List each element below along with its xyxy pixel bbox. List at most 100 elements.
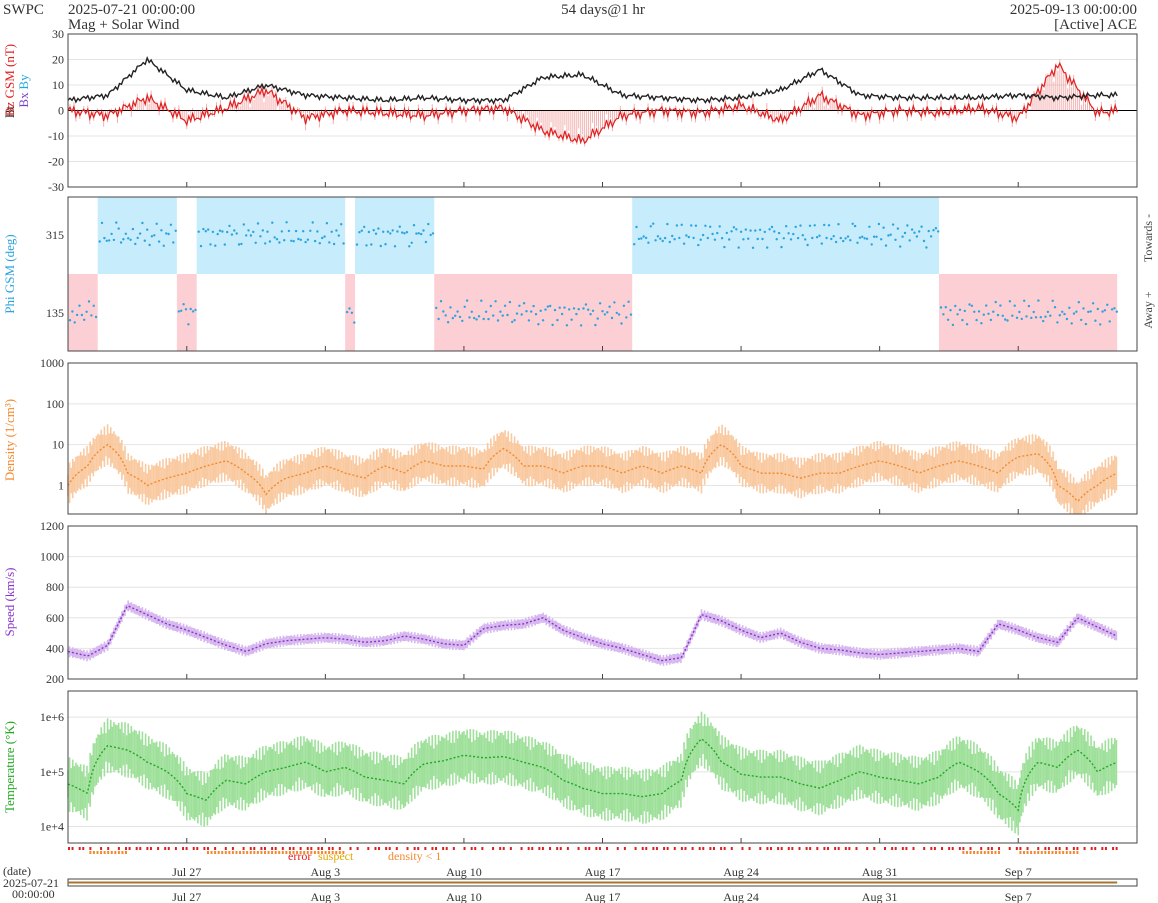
error-flag	[912, 847, 915, 850]
phi-point	[328, 241, 331, 244]
phi-point	[264, 242, 267, 245]
phi-point	[468, 316, 471, 319]
error-flag	[1090, 847, 1093, 850]
phi-point	[427, 222, 430, 226]
phi-point	[417, 232, 420, 235]
density-flag	[285, 851, 288, 854]
phi-point	[266, 230, 269, 233]
error-flag	[901, 847, 904, 850]
bt-axis-label: Bt	[2, 105, 17, 118]
density-flag	[342, 851, 345, 854]
error-flag	[844, 847, 847, 850]
phi-point	[608, 305, 611, 308]
density-flag	[110, 851, 113, 854]
phi-point	[254, 241, 257, 244]
phi-point	[275, 238, 279, 241]
error-flag	[666, 847, 669, 850]
phi-point	[792, 232, 795, 236]
phi-point	[337, 234, 340, 237]
phi-point	[367, 230, 371, 234]
error-flag	[559, 847, 562, 850]
error-flag	[905, 847, 908, 850]
density-flag	[292, 851, 295, 854]
phi-point	[846, 235, 850, 238]
phi-point	[313, 239, 317, 243]
density-flag	[125, 851, 128, 854]
error-flag	[139, 847, 142, 850]
phi-point	[825, 236, 828, 240]
phi-point	[954, 304, 957, 308]
phi-point	[228, 224, 231, 228]
error-flag	[502, 847, 505, 850]
density-flag	[242, 851, 245, 854]
phi-point	[332, 242, 336, 246]
phi-point	[1051, 299, 1054, 302]
phi-point	[1058, 314, 1062, 317]
phi-point	[110, 232, 113, 236]
phi-point	[652, 222, 655, 225]
error-flag	[855, 847, 858, 850]
phi-point	[699, 238, 702, 241]
phi-point	[1103, 309, 1107, 312]
error-flag	[1058, 847, 1061, 850]
error-flag	[652, 847, 655, 850]
phi-point	[1006, 319, 1009, 322]
density-flag	[1055, 851, 1058, 854]
error-flag	[1083, 847, 1086, 850]
phi-point	[1087, 310, 1090, 314]
temperature-tick-label: 1e+6	[40, 710, 64, 724]
phi-point	[518, 304, 521, 307]
phi-point	[766, 246, 769, 249]
phi-point	[377, 227, 380, 230]
error-flag	[1115, 847, 1118, 850]
phi-point	[937, 230, 940, 233]
phi-point	[668, 240, 671, 244]
phi-point	[894, 238, 897, 241]
phi-point	[1115, 310, 1119, 313]
phi-point	[1065, 317, 1069, 321]
phi-point	[903, 231, 907, 235]
density-flag	[221, 851, 224, 854]
by-axis-label: By	[16, 74, 31, 90]
phi-point	[278, 241, 281, 244]
phi-point	[633, 243, 636, 246]
phi-point	[620, 322, 623, 325]
phi-point	[1080, 318, 1083, 322]
error-flag	[128, 847, 131, 850]
error-flag	[809, 847, 812, 850]
phi-point	[796, 236, 800, 240]
density-flag	[263, 851, 266, 854]
error-flag	[1065, 847, 1068, 850]
error-flag	[442, 847, 445, 850]
density-flag	[121, 851, 124, 854]
phi-point	[958, 308, 962, 311]
phi-point	[591, 309, 595, 312]
density-tick-label: 10	[52, 438, 64, 452]
phi-point	[685, 234, 688, 237]
phi-point	[1077, 301, 1081, 304]
density-flag	[303, 851, 306, 854]
density-flag	[324, 851, 327, 854]
phi-point	[872, 235, 876, 238]
speed-tick-label: 600	[46, 611, 64, 625]
mag-tick-label: 10	[52, 78, 64, 92]
phi-point	[435, 306, 438, 310]
phi-point	[230, 233, 234, 236]
error-flag	[481, 847, 484, 850]
phi-axis-label: Phi GSM (deg)	[2, 234, 17, 313]
density-flag	[1033, 851, 1036, 854]
phi-point	[942, 313, 945, 316]
error-flag	[253, 847, 256, 850]
phi-point	[242, 223, 245, 226]
phi-point	[994, 300, 997, 304]
phi-point	[412, 224, 416, 227]
phi-point	[393, 245, 397, 248]
density-flag	[1047, 851, 1050, 854]
phi-point	[105, 239, 109, 242]
phi-point	[1034, 316, 1038, 319]
phi-point	[1110, 308, 1114, 311]
phi-point	[92, 304, 95, 307]
phi-point	[896, 227, 900, 230]
density-flag	[1026, 851, 1029, 854]
phi-point	[844, 237, 847, 240]
